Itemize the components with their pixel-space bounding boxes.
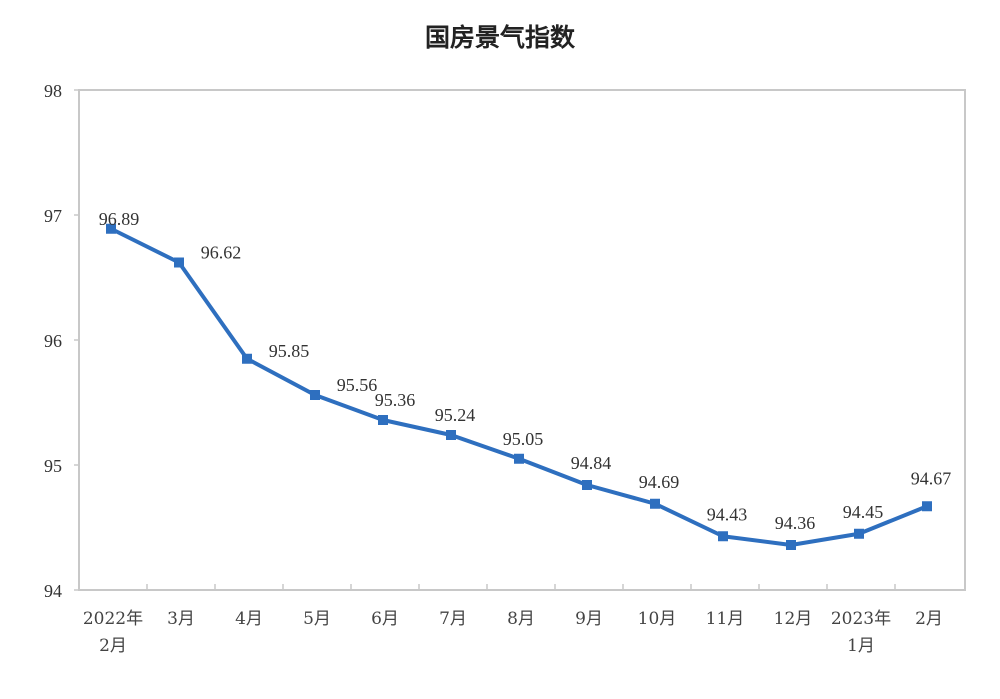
x-tick-label: 2月 (915, 609, 943, 629)
data-point-marker (650, 498, 660, 509)
y-tick-label: 97 (44, 206, 62, 226)
y-tick-label: 94 (44, 581, 62, 601)
x-tick-label: 2023年 (831, 609, 891, 629)
data-label: 95.36 (375, 390, 416, 410)
x-tick-label: 2022年 (83, 609, 143, 629)
data-label: 94.67 (911, 468, 952, 488)
data-point-marker (446, 430, 456, 440)
data-label: 95.85 (269, 341, 310, 361)
chart-title: 国房景气指数 (424, 23, 575, 52)
data-label: 94.36 (775, 513, 816, 533)
data-point-marker (854, 528, 864, 539)
data-point-marker (514, 453, 524, 464)
data-point-marker (922, 501, 932, 512)
x-tick-label-line2: 1月 (847, 636, 875, 656)
data-label: 95.56 (337, 375, 378, 395)
x-tick-label: 12月 (774, 609, 813, 629)
data-label: 94.84 (571, 453, 612, 473)
x-axis-ticks: 2022年 2月 3月 4月 5月 6月 7月 8月 9月 10月 11月 12月 2023年 1月 2月 (83, 584, 943, 656)
data-label: 96.89 (99, 209, 140, 229)
x-tick-label: 5月 (303, 609, 331, 629)
data-label: 94.69 (639, 472, 680, 492)
data-point-marker (582, 480, 592, 490)
data-point-marker (786, 540, 796, 550)
x-tick-label: 10月 (638, 609, 677, 629)
x-tick-label: 7月 (439, 609, 467, 629)
data-label: 95.24 (435, 405, 476, 425)
y-tick-label: 98 (44, 81, 62, 101)
data-point-marker (310, 390, 320, 400)
data-label: 95.05 (503, 429, 544, 449)
data-label: 96.62 (201, 243, 242, 263)
x-tick-label-line2: 2月 (99, 636, 127, 656)
x-tick-label: 3月 (167, 609, 195, 629)
data-point-marker (718, 531, 728, 542)
data-point-marker (106, 223, 116, 234)
x-tick-label: 6月 (371, 609, 399, 629)
series-line (106, 223, 932, 550)
data-label: 94.45 (843, 502, 884, 522)
plot-frame (78, 89, 966, 591)
y-tick-label: 95 (44, 456, 62, 476)
data-point-marker (378, 415, 388, 425)
x-tick-label: 9月 (575, 609, 603, 629)
data-point-marker (242, 353, 252, 364)
x-tick-label: 11月 (706, 609, 745, 629)
data-label: 94.43 (707, 504, 748, 524)
series-polyline (110, 226, 928, 547)
y-axis-ticks: 94 95 96 97 98 (44, 81, 79, 601)
data-point-marker (174, 257, 184, 268)
chart-axes (78, 89, 966, 591)
y-tick-label: 96 (44, 331, 62, 351)
x-tick-label: 4月 (235, 609, 263, 629)
x-tick-label: 8月 (507, 609, 535, 629)
